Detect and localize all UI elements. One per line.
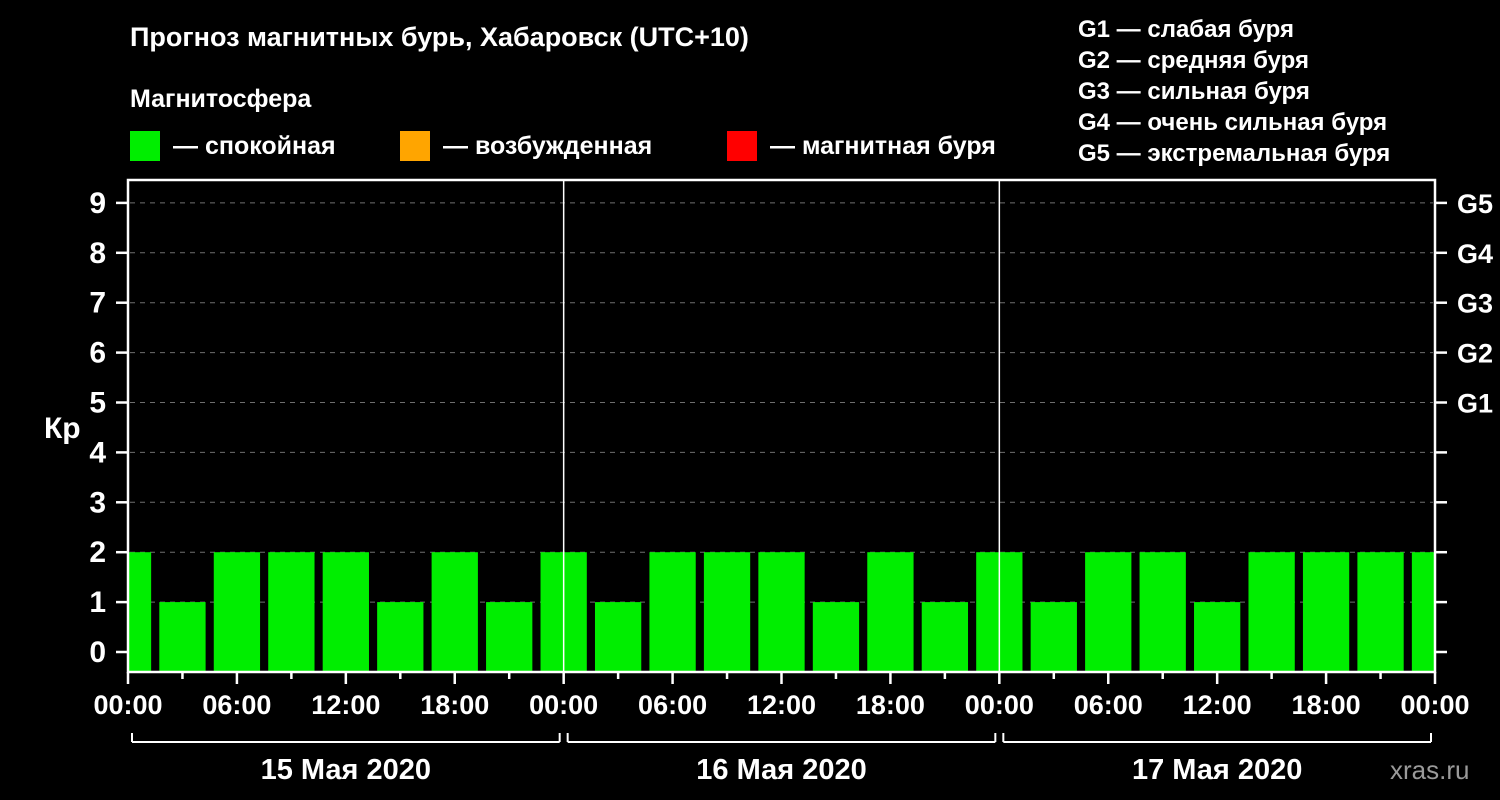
legend-item-quiet: — спокойная [130, 131, 336, 161]
y-tick-label: 0 [89, 636, 106, 669]
xras-watermark: xras.ru [1390, 755, 1470, 785]
legend-item-storm: — магнитная буря [727, 131, 996, 161]
g-axis-label: G2 [1457, 339, 1493, 369]
y-tick-label: 6 [89, 337, 106, 370]
x-tick-label: 00:00 [93, 690, 162, 720]
quiet-color-swatch [130, 131, 160, 161]
y-tick-label: 5 [89, 387, 106, 420]
storm-scale-line-g2: G2 — средняя буря [1078, 47, 1309, 74]
unsettled-color-swatch [400, 131, 430, 161]
kp-bar [921, 602, 969, 672]
g-axis-label: G5 [1457, 189, 1493, 219]
x-tick-label: 12:00 [311, 690, 380, 720]
magnetosphere-label: Магнитосфера [130, 85, 312, 113]
kp-bar [486, 602, 533, 672]
x-tick-label: 12:00 [747, 690, 816, 720]
kp-bar [128, 552, 152, 672]
y-tick-label: 1 [89, 586, 106, 619]
chart-title: Прогноз магнитных бурь, Хабаровск (UTC+1… [130, 22, 749, 52]
g-axis-label: G4 [1457, 239, 1493, 269]
kp-bar [322, 552, 369, 672]
y-tick-label: 7 [89, 287, 106, 320]
x-tick-label: 00:00 [1400, 690, 1469, 720]
kp-bar [1248, 552, 1295, 672]
kp-bar [159, 602, 206, 672]
x-tick-label: 00:00 [529, 690, 598, 720]
storm-scale-line-g4: G4 — очень сильная буря [1078, 109, 1388, 136]
x-tick-label: 18:00 [856, 690, 925, 720]
y-tick-label: 3 [89, 486, 106, 519]
kp-bar [1030, 602, 1077, 672]
kp-bar [1139, 552, 1186, 672]
kp-bar [758, 552, 805, 672]
storm-scale-line-g1: G1 — слабая буря [1078, 16, 1295, 43]
kp-axis-title: Кр [44, 412, 81, 445]
kp-bar [594, 602, 642, 672]
y-tick-label: 4 [89, 436, 106, 469]
kp-bar [703, 552, 751, 672]
kp-bar [1085, 552, 1132, 672]
kp-bar [431, 552, 478, 672]
legend-label-unsettled: — возбужденная [443, 131, 653, 160]
legend-label-quiet: — спокойная [173, 131, 336, 160]
g-axis-label: G3 [1457, 289, 1493, 319]
kp-bar [1302, 552, 1350, 672]
storm-color-swatch [727, 131, 757, 161]
kp-bar [268, 552, 315, 672]
y-tick-label: 9 [89, 187, 106, 220]
y-tick-label: 2 [89, 536, 106, 569]
x-tick-label: 06:00 [638, 690, 707, 720]
kp-bar [1357, 552, 1404, 672]
kp-bar [377, 602, 424, 672]
storm-scale-legend: G1 — слабая буря G2 — средняя буря G3 — … [1078, 14, 1390, 169]
x-tick-label: 06:00 [202, 690, 271, 720]
kp-bar [649, 552, 696, 672]
kp-bar [213, 552, 261, 672]
legend-item-unsettled: — возбужденная [400, 131, 652, 161]
storm-scale-line-g5: G5 — экстремальная буря [1078, 140, 1391, 167]
kp-bar [1411, 552, 1435, 672]
day-label: 17 Мая 2020 [1132, 754, 1302, 786]
x-tick-label: 18:00 [420, 690, 489, 720]
kp-bar [812, 602, 860, 672]
kp-bar [867, 552, 914, 672]
storm-scale-line-g3: G3 — сильная буря [1078, 78, 1310, 105]
x-tick-label: 06:00 [1074, 690, 1143, 720]
day-label: 15 Мая 2020 [261, 754, 431, 786]
x-tick-label: 18:00 [1292, 690, 1361, 720]
x-tick-label: 00:00 [965, 690, 1034, 720]
y-tick-label: 8 [89, 237, 106, 270]
x-tick-label: 12:00 [1183, 690, 1252, 720]
day-label: 16 Мая 2020 [696, 754, 866, 786]
magnetosphere-legend: — спокойная — возбужденная — магнитная б… [130, 131, 1030, 165]
g-axis-label: G1 [1457, 389, 1493, 419]
legend-label-storm: — магнитная буря [770, 131, 996, 160]
kp-bar [1194, 602, 1241, 672]
